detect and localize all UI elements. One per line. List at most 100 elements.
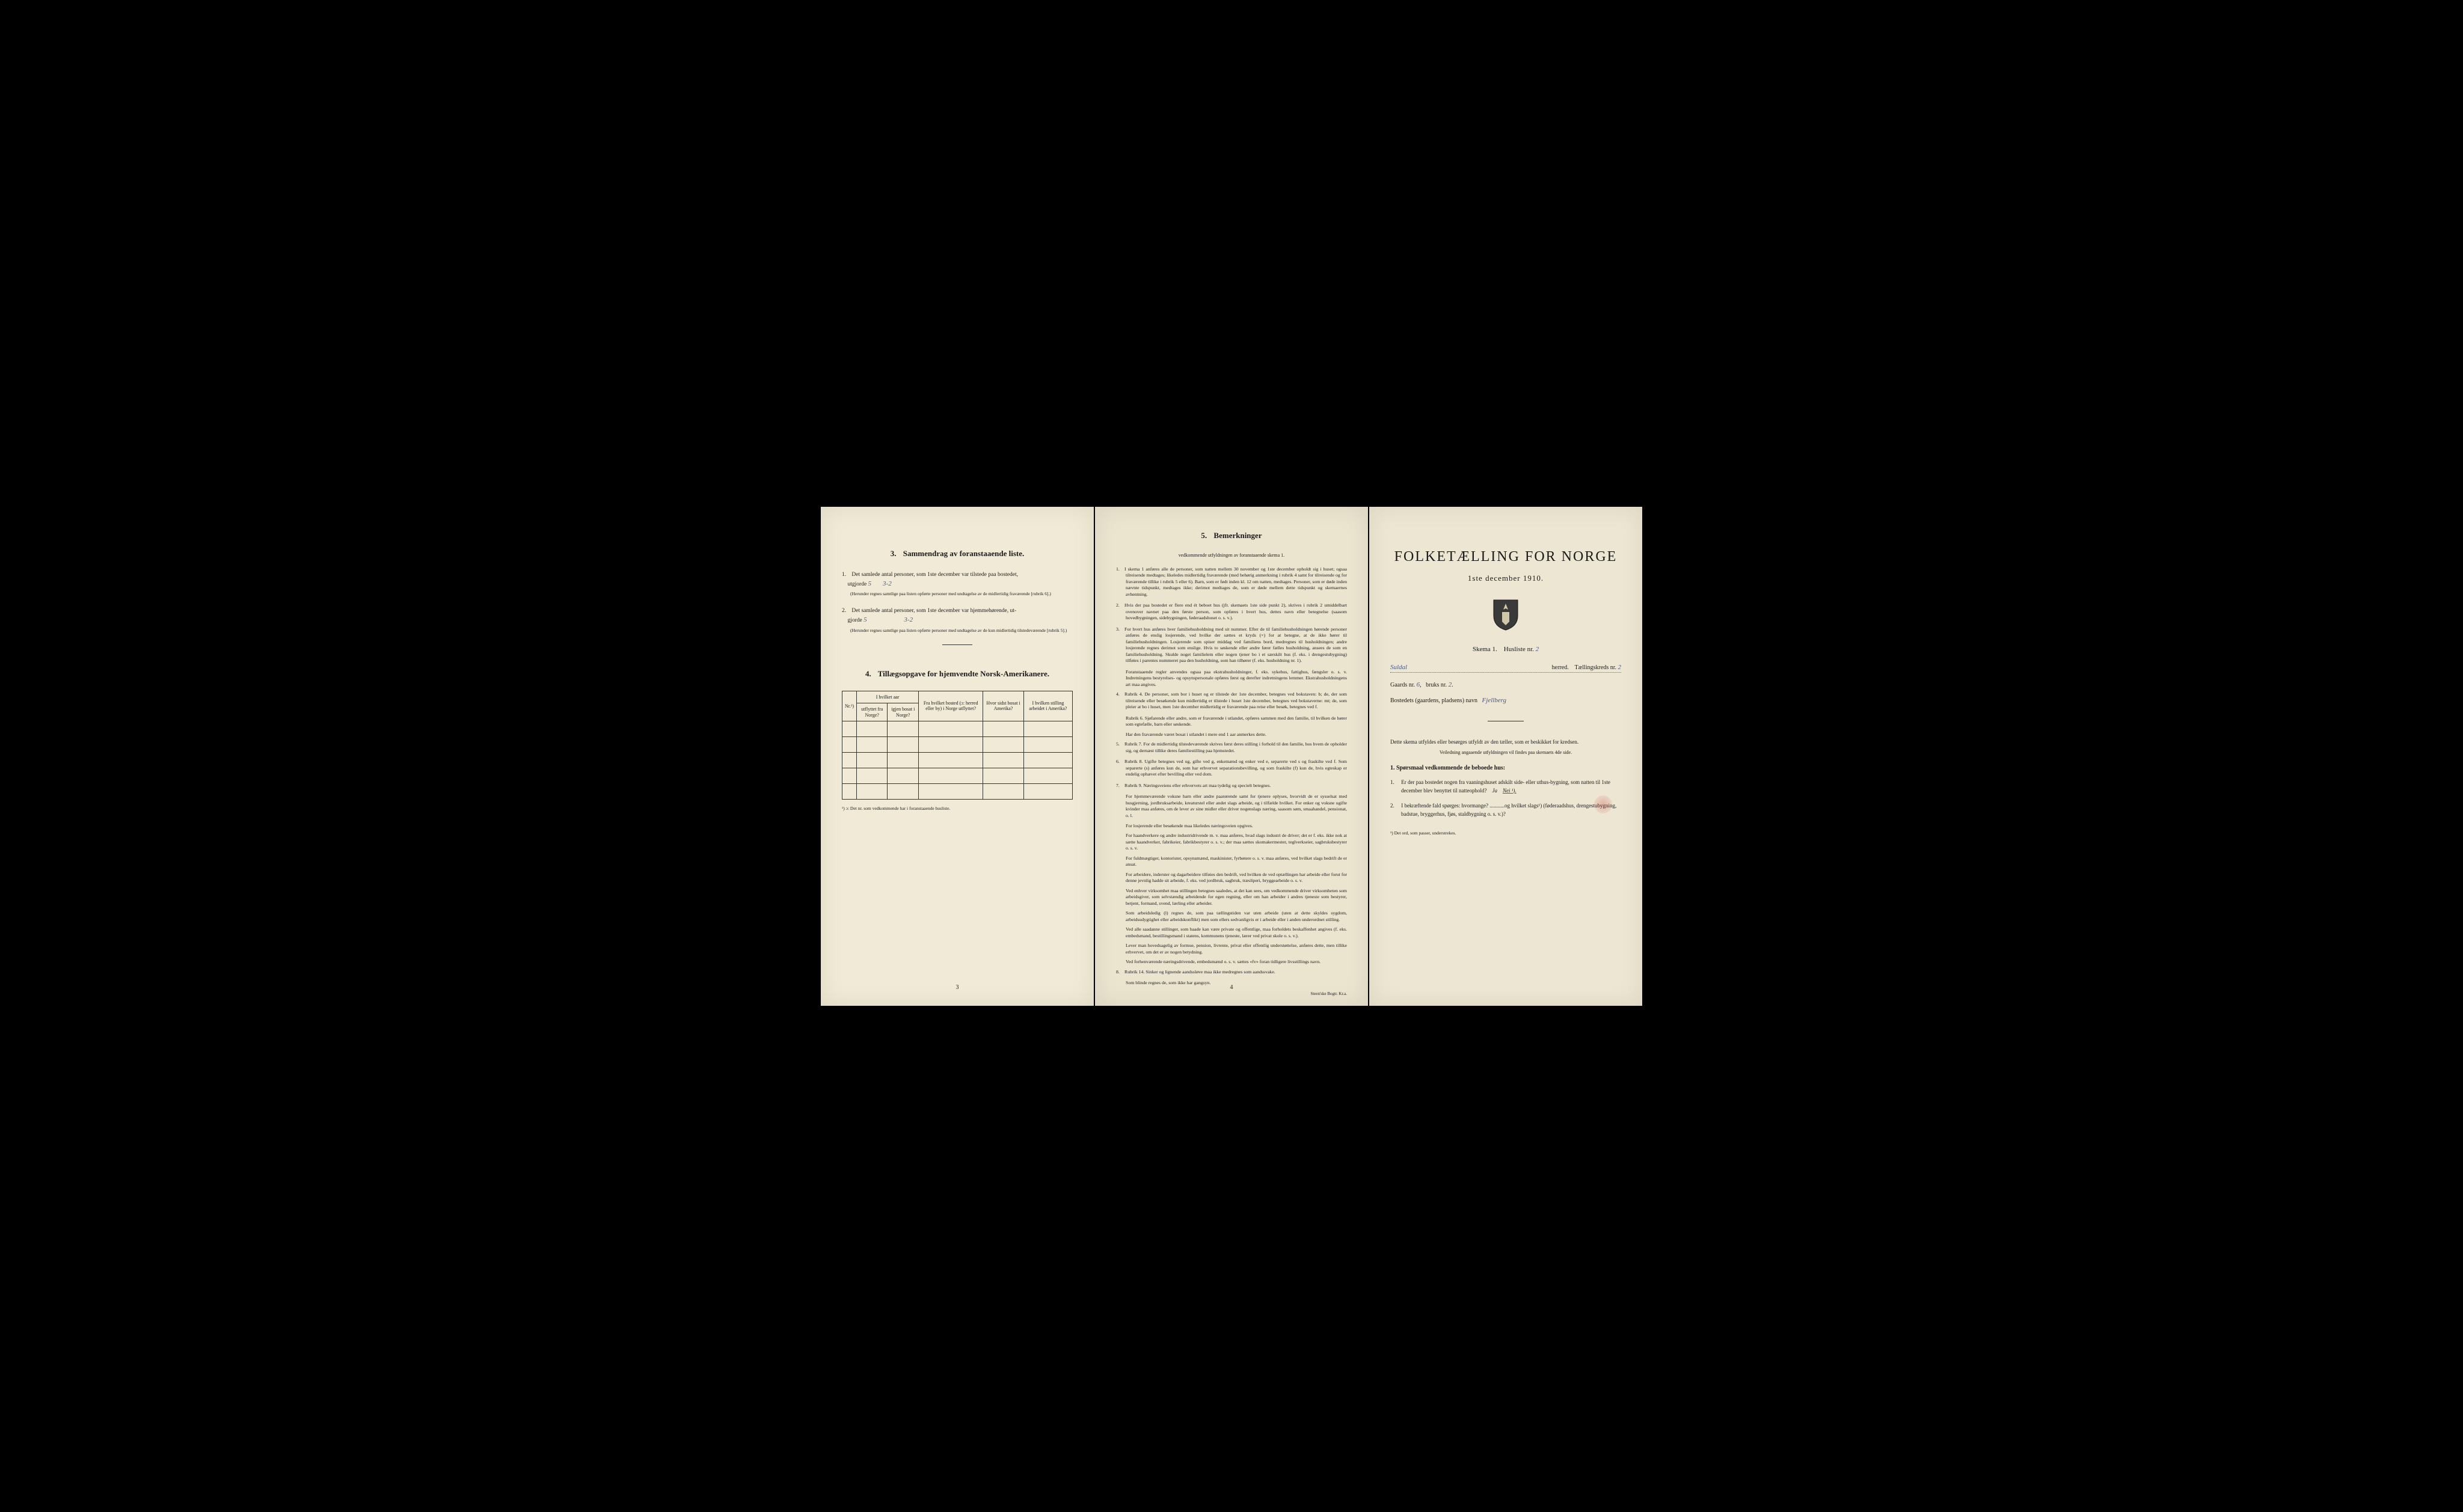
table-row (842, 753, 1073, 768)
red-stamp-icon (1594, 795, 1612, 813)
rule-item: 4.Rubrik 4. De personer, som bor i huset… (1116, 691, 1347, 711)
col-stilling: I hvilken stilling arbeidet i Amerika? (1023, 691, 1072, 721)
americans-table: Nr.¹) I hvilket aar Fra hvilket bosted (… (842, 691, 1073, 800)
section-3-number: 3. (891, 549, 897, 558)
table-row (842, 784, 1073, 800)
q-heading-num: 1. (1390, 765, 1395, 771)
item-2-label: gjorde (848, 617, 862, 623)
rule-item: For haandverkere og andre industridriven… (1116, 833, 1347, 852)
col-bosted: Fra hvilket bosted (ɔ: herred eller by) … (919, 691, 983, 721)
section-3-title: 3. Sammendrag av foranstaaende liste. (842, 549, 1073, 559)
herred-line: Suldal herred. Tællingskreds nr. 2 (1390, 664, 1621, 673)
col-nr: Nr.¹) (842, 691, 857, 721)
rule-item: 3.For hvert hus anføres hver familiehush… (1116, 626, 1347, 664)
gaards-label: Gaards nr. (1390, 682, 1415, 688)
item-2-number: 2. (842, 607, 850, 615)
divider (942, 644, 972, 645)
rule-item: Har den fraværende været bosat i utlande… (1116, 732, 1347, 738)
page-1-title: FOLKETÆLLING FOR NORGE 1ste december 191… (1369, 507, 1642, 1006)
bruks-value: 2 (1449, 681, 1452, 688)
rule-item: Lever man hovedsagelig av formue, pensio… (1116, 943, 1347, 955)
q1-number: 1. (1390, 779, 1400, 787)
section-5-title: 5. Bemerkninger (1116, 531, 1347, 540)
bosted-label: Bostedets (gaardens, pladsens) navn (1390, 697, 1477, 704)
rule-item: 5.Rubrik 7. For de midlertidig tilstedev… (1116, 741, 1347, 754)
page3-footnote: ¹) Det ord, som passer, understrekes. (1390, 830, 1621, 836)
section-5-number: 5. (1201, 531, 1207, 540)
rule-item: 6.Rubrik 8. Ugifte betegnes ved ug, gift… (1116, 759, 1347, 778)
item-1-label: utgjorde (848, 581, 867, 587)
table-row (842, 721, 1073, 737)
page-3: 3. Sammendrag av foranstaaende liste. 1.… (821, 507, 1094, 1006)
item-1-value2: 3-2 (883, 580, 892, 587)
item-1-value: 5 (868, 580, 872, 587)
question-heading: 1. Spørsmaal vedkommende de beboede hus: (1390, 765, 1621, 771)
rules-list: 1.I skema 1 anføres alle de personer, so… (1116, 566, 1347, 987)
husliste-label: Husliste nr. (1504, 646, 1534, 653)
herred-label: herred. (1552, 664, 1569, 671)
rule-item: Foranstaaende regler anvendes ogsaa paa … (1116, 669, 1347, 688)
skema-label: Skema 1. (1473, 646, 1497, 653)
coat-of-arms-icon (1491, 598, 1520, 631)
section-5-heading: Bemerkninger (1213, 531, 1262, 540)
section-4-title: 4. Tillægsopgave for hjemvendte Norsk-Am… (842, 669, 1073, 679)
table-row (842, 768, 1073, 784)
tkreds-value: 2 (1618, 664, 1622, 671)
item-1-text: Det samlede antal personer, som 1ste dec… (851, 572, 1018, 578)
q2-text: I bekræftende fald spørges: hvormange? .… (1401, 803, 1616, 817)
col-year: I hvilket aar (857, 691, 919, 703)
rule-item: For hjemmeværende voksne barn eller andr… (1116, 794, 1347, 819)
gaards-line: Gaards nr. 6, bruks nr. 2. (1390, 681, 1621, 688)
rule-item: Rubrik 6. Sjøfarende eller andre, som er… (1116, 715, 1347, 728)
page-number-3: 3 (956, 984, 959, 991)
col-year-back: igjen bosat i Norge? (888, 703, 919, 721)
col-year-out: utflyttet fra Norge? (857, 703, 888, 721)
q2-number: 2. (1390, 802, 1400, 810)
rule-item: For losjerende eller besøkende maa likel… (1116, 823, 1347, 830)
table-row (842, 737, 1073, 753)
skema-line: Skema 1. Husliste nr. 2 (1390, 646, 1621, 653)
rule-item: Som arbeidsledig (l) regnes de, som paa … (1116, 910, 1347, 923)
question-1: 1. Er der paa bostedet nogen fra vaaning… (1390, 779, 1621, 795)
rule-item: 7.Rubrik 9. Næringsveiens eller erhverve… (1116, 783, 1347, 789)
page-4: 5. Bemerkninger vedkommende utfyldningen… (1095, 507, 1368, 1006)
census-title: FOLKETÆLLING FOR NORGE (1390, 549, 1621, 565)
rule-item: Ved alle saadanne stillinger, som baade … (1116, 926, 1347, 939)
section-5-subtitle: vedkommende utfyldningen av foranstaaend… (1116, 552, 1347, 558)
tkreds-label: Tællingskreds nr. (1575, 664, 1616, 671)
question-2: 2. I bekræftende fald spørges: hvormange… (1390, 802, 1621, 818)
item-2-note: (Herunder regnes samtlige paa listen opf… (850, 628, 1073, 634)
bosted-value: Fjellberg (1482, 697, 1506, 704)
bruks-label: bruks nr. (1426, 682, 1447, 688)
item-2-text: Det samlede antal personer, som 1ste dec… (851, 608, 1016, 614)
herred-value: Suldal (1390, 664, 1407, 671)
item-2-value: 5 (863, 616, 867, 623)
q-heading-text: Spørsmaal vedkommende de beboede hus: (1396, 765, 1505, 771)
instruction-2: Veiledning angaaende utfyldningen vil fi… (1390, 750, 1621, 755)
page-number-4: 4 (1230, 984, 1233, 991)
section-4-number: 4. (865, 669, 871, 678)
instruction-1: Dette skema utfyldes eller besørges utfy… (1390, 738, 1621, 747)
rule-item: For arbeidere, inderster og dagarbeidere… (1116, 872, 1347, 884)
summary-item-1: 1. Det samlede antal personer, som 1ste … (842, 571, 1073, 598)
gaards-value: 6 (1417, 681, 1420, 688)
husliste-value: 2 (1536, 646, 1539, 653)
rule-item: 8.Rubrik 14. Sinker og lignende aandsslø… (1116, 969, 1347, 976)
summary-item-2: 2. Det samlede antal personer, som 1ste … (842, 607, 1073, 634)
q1-nei: Nei ¹). (1503, 788, 1517, 794)
section-3-heading: Sammendrag av foranstaaende liste. (903, 549, 1025, 558)
census-document: 3. Sammendrag av foranstaaende liste. 1.… (821, 507, 1642, 1006)
bosted-line: Bostedets (gaardens, pladsens) navn Fjel… (1390, 697, 1621, 704)
col-sidst: Hvor sidst bosat i Amerika? (983, 691, 1024, 721)
item-2-value2: 3-2 (904, 616, 913, 623)
printer-credit: Steen'ske Bogtr. Kr.a. (1116, 991, 1347, 996)
q1-ja: Ja (1492, 788, 1497, 794)
census-date: 1ste december 1910. (1390, 574, 1621, 583)
item-1-number: 1. (842, 571, 850, 579)
rule-item: For fuldmægtiger, kontorister, opsynsmæn… (1116, 855, 1347, 868)
rule-item: Ved forhenværende næringsdrivende, embed… (1116, 959, 1347, 966)
section-4-heading: Tillægsopgave for hjemvendte Norsk-Ameri… (878, 669, 1049, 678)
rule-item: 1.I skema 1 anføres alle de personer, so… (1116, 566, 1347, 598)
item-1-note: (Herunder regnes samtlige paa listen opf… (850, 591, 1073, 597)
rule-item: 2.Hvis der paa bostedet er flere end ét … (1116, 602, 1347, 622)
